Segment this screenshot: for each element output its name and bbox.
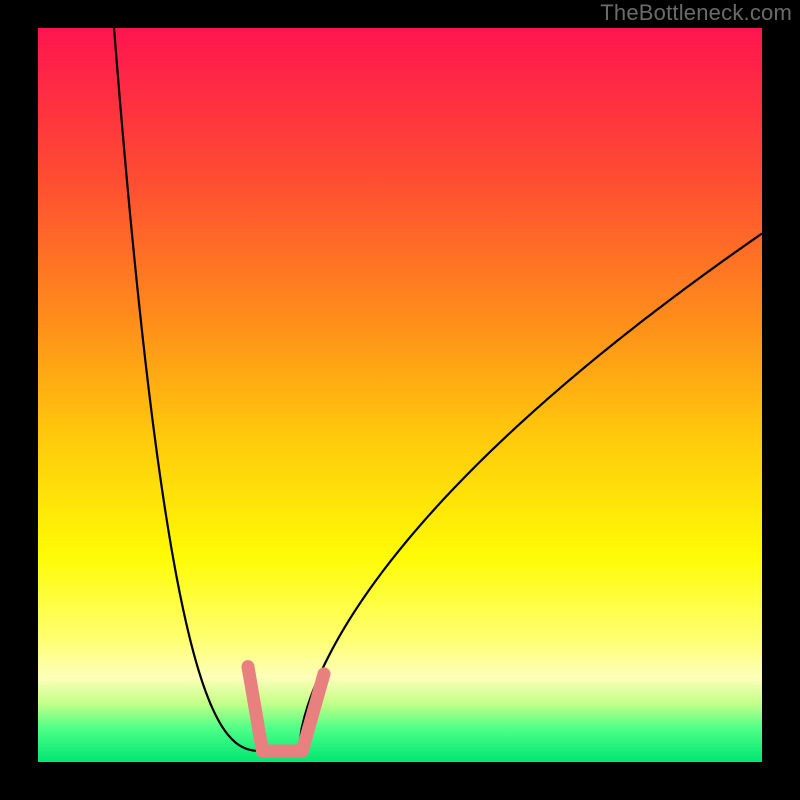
stage: TheBottleneck.com	[0, 0, 800, 800]
gradient-background	[38, 28, 762, 762]
plot-area	[38, 28, 762, 762]
chart-svg	[38, 28, 762, 762]
watermark-text: TheBottleneck.com	[600, 0, 792, 26]
